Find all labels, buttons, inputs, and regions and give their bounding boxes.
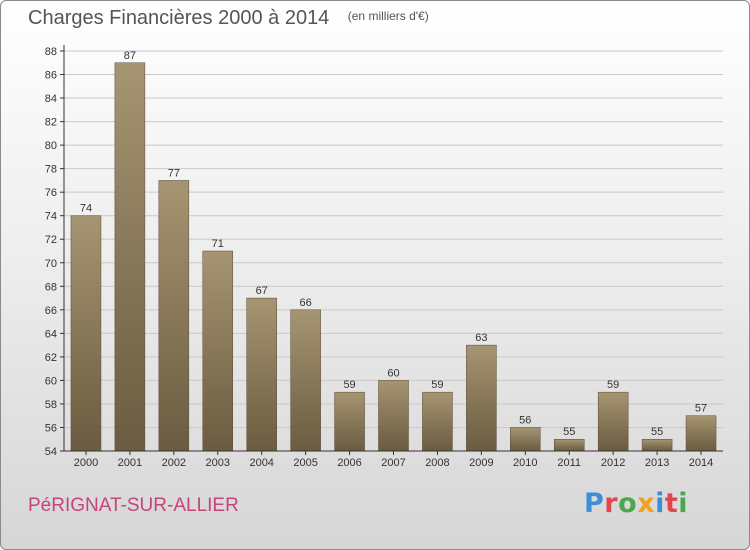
bar-2012[interactable] bbox=[597, 391, 629, 452]
data-label: 63 bbox=[475, 332, 487, 344]
labels: 54 56 58 60 62 64 66 68 70 72 74 76 78 80 82 84 86 88 74 20… bbox=[45, 46, 714, 469]
y-tick-label: 60 bbox=[45, 375, 57, 387]
chart-subtitle: (en milliers d'€) bbox=[347, 9, 429, 23]
bar-2006[interactable] bbox=[334, 391, 365, 452]
commune-name: PéRIGNAT-SUR-ALLIER bbox=[28, 495, 239, 516]
bar-2007[interactable] bbox=[378, 380, 409, 452]
data-label: 74 bbox=[80, 203, 92, 215]
bar-2014[interactable] bbox=[685, 415, 717, 452]
data-label: 59 bbox=[607, 379, 619, 391]
data-label: 67 bbox=[256, 285, 268, 297]
bar-2005[interactable] bbox=[290, 309, 321, 452]
x-tick-label: 2006 bbox=[337, 457, 361, 469]
logo-letter: P bbox=[584, 488, 605, 519]
bars bbox=[70, 62, 717, 452]
y-tick-label: 74 bbox=[45, 211, 57, 223]
x-tick-label: 2000 bbox=[74, 457, 98, 469]
y-tick-label: 64 bbox=[45, 328, 57, 340]
logo-letter: x bbox=[637, 488, 656, 519]
y-tick-label: 82 bbox=[45, 117, 57, 129]
data-label: 56 bbox=[519, 414, 531, 426]
logo-letter: r bbox=[604, 488, 619, 519]
data-label: 59 bbox=[343, 379, 355, 391]
data-label: 87 bbox=[124, 50, 136, 62]
y-tick-label: 58 bbox=[45, 399, 57, 411]
y-tick-label: 78 bbox=[45, 164, 57, 176]
bar-2002[interactable] bbox=[158, 180, 190, 452]
data-label: 55 bbox=[651, 426, 663, 438]
data-label: 55 bbox=[563, 426, 575, 438]
x-tick-label: 2014 bbox=[689, 457, 713, 469]
axes bbox=[60, 45, 723, 455]
y-tick-label: 84 bbox=[45, 93, 57, 105]
data-label: 60 bbox=[387, 367, 399, 379]
bar-2000[interactable] bbox=[70, 215, 102, 452]
y-tick-label: 88 bbox=[45, 46, 57, 58]
y-tick-label: 72 bbox=[45, 234, 57, 246]
bar-2009[interactable] bbox=[466, 344, 497, 452]
x-tick-label: 2011 bbox=[557, 457, 581, 469]
chart-header: Charges Financières 2000 à 2014 (en mill… bbox=[28, 7, 429, 30]
bar-2013[interactable] bbox=[641, 438, 673, 452]
bar-2001[interactable] bbox=[114, 62, 146, 452]
x-tick-label: 2001 bbox=[118, 457, 142, 469]
logo-letter: o bbox=[618, 488, 638, 519]
logo-letter: i bbox=[655, 488, 665, 519]
data-label: 71 bbox=[212, 238, 224, 250]
x-tick-label: 2012 bbox=[601, 457, 625, 469]
y-tick-label: 86 bbox=[45, 70, 57, 82]
chart-title: Charges Financières 2000 à 2014 bbox=[28, 7, 330, 29]
x-tick-label: 2007 bbox=[381, 457, 405, 469]
y-tick-label: 68 bbox=[45, 281, 57, 293]
y-tick-label: 80 bbox=[45, 140, 57, 152]
y-tick-label: 66 bbox=[45, 305, 57, 317]
x-tick-label: 2009 bbox=[469, 457, 493, 469]
x-tick-label: 2008 bbox=[425, 457, 449, 469]
y-tick-label: 54 bbox=[45, 446, 57, 458]
bar-2003[interactable] bbox=[202, 250, 234, 452]
data-label: 66 bbox=[300, 297, 312, 309]
x-tick-label: 2002 bbox=[162, 457, 186, 469]
x-tick-label: 2005 bbox=[293, 457, 317, 469]
proxiti-logo[interactable]: Proxiti bbox=[584, 488, 688, 519]
bar-2010[interactable] bbox=[510, 427, 541, 452]
data-label: 77 bbox=[168, 167, 180, 179]
x-tick-label: 2004 bbox=[249, 457, 273, 469]
x-tick-label: 2010 bbox=[513, 457, 537, 469]
data-label: 59 bbox=[431, 379, 443, 391]
y-tick-label: 56 bbox=[45, 422, 57, 434]
bar-2004[interactable] bbox=[246, 297, 277, 452]
y-tick-label: 76 bbox=[45, 187, 57, 199]
logo-letter: i bbox=[678, 488, 689, 519]
bar-2008[interactable] bbox=[422, 391, 453, 452]
y-tick-label: 62 bbox=[45, 352, 57, 364]
x-tick-label: 2013 bbox=[645, 457, 669, 469]
bar-2011[interactable] bbox=[553, 438, 585, 452]
data-label: 57 bbox=[695, 403, 707, 415]
logo-letter: t bbox=[664, 488, 679, 519]
y-tick-label: 70 bbox=[45, 258, 57, 270]
x-tick-label: 2003 bbox=[206, 457, 230, 469]
